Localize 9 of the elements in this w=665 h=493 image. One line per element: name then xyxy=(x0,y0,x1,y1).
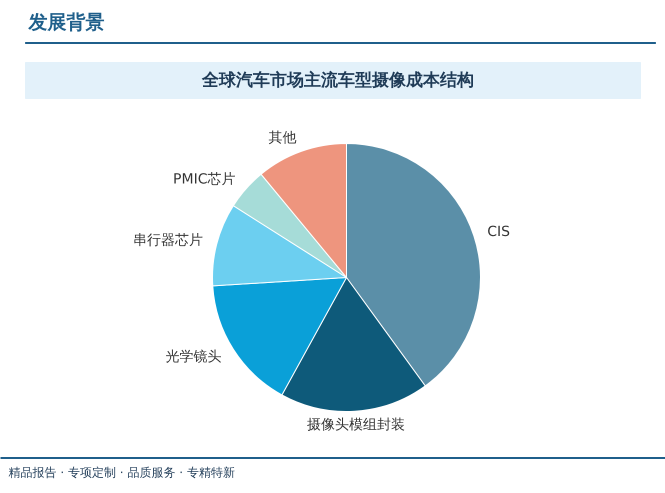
chart-title: 全球汽车市场主流车型摄像成本结构 xyxy=(201,70,474,90)
slice-label: 其他 xyxy=(268,130,296,146)
slice-label: 光学镜头 xyxy=(166,348,222,365)
slice-label: CIS xyxy=(487,224,510,240)
text: 精品报告 · 专项定制 · 品质服务 · 专精特新 xyxy=(8,466,235,480)
text: 发展背景 xyxy=(28,12,104,34)
slice-label: PMIC芯片 xyxy=(173,172,236,188)
slice-label: 串行器芯片 xyxy=(133,232,204,249)
slice-label: 摄像头模组封装 xyxy=(306,417,405,434)
